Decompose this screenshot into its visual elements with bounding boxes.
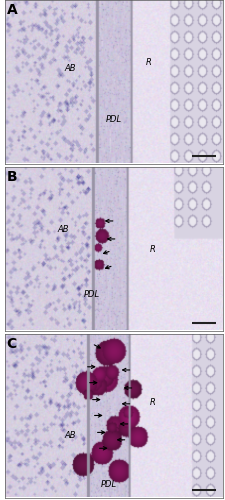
Text: A: A bbox=[7, 3, 17, 17]
Text: AB: AB bbox=[64, 64, 76, 74]
Text: PDL: PDL bbox=[106, 115, 122, 124]
Text: R: R bbox=[150, 244, 156, 254]
Text: PDL: PDL bbox=[84, 290, 100, 300]
Text: C: C bbox=[7, 337, 17, 351]
Text: AB: AB bbox=[58, 225, 69, 234]
Text: AB: AB bbox=[64, 431, 76, 440]
Text: B: B bbox=[7, 170, 17, 184]
Text: R: R bbox=[146, 58, 151, 67]
Text: R: R bbox=[150, 398, 156, 407]
Text: PDL: PDL bbox=[101, 480, 117, 490]
